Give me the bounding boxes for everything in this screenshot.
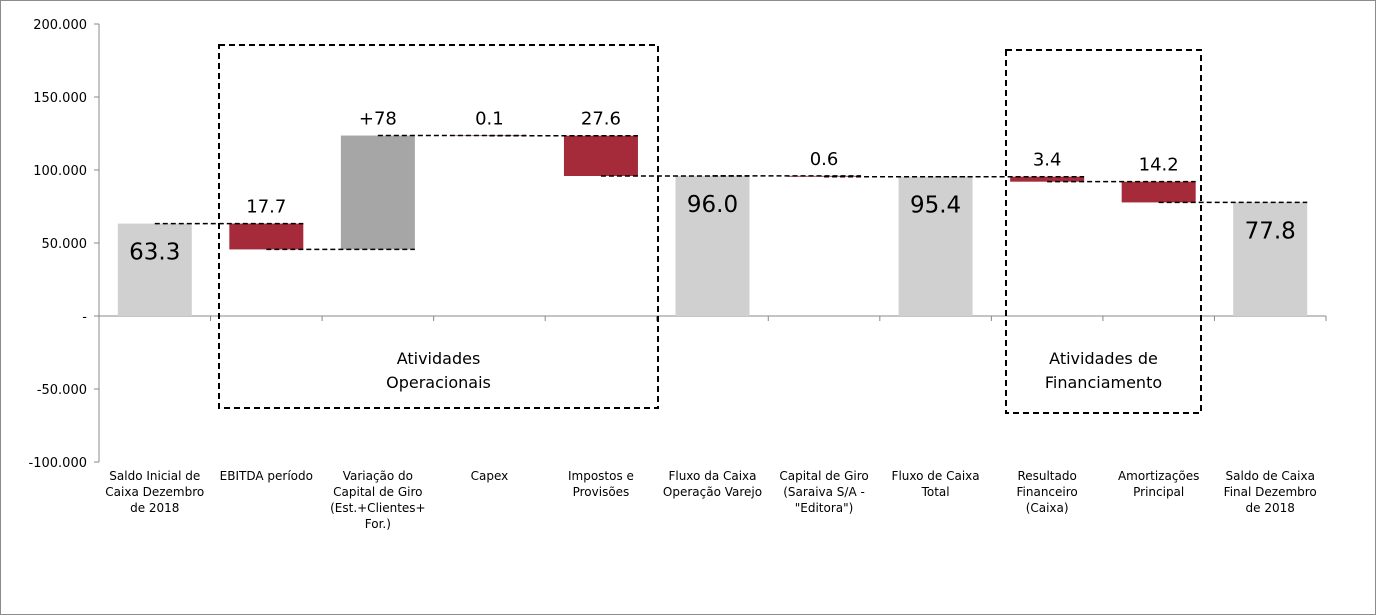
x-tick-label: Variação do Capital de Giro (Est.+Clientes… bbox=[330, 469, 426, 531]
bar bbox=[898, 176, 973, 316]
y-tick-label: 200.000 bbox=[33, 18, 87, 33]
bar bbox=[1121, 181, 1196, 203]
value-label: 77.8 bbox=[1245, 218, 1296, 244]
x-tick-label: Capex bbox=[471, 469, 509, 483]
x-tick-label: Fluxo de Caixa Total bbox=[892, 469, 980, 499]
value-label: 3.4 bbox=[1033, 150, 1062, 171]
annotation-text: Atividades de bbox=[1049, 349, 1158, 368]
y-tick-label: 100.000 bbox=[33, 164, 87, 179]
bar bbox=[1010, 176, 1085, 182]
bar bbox=[340, 135, 415, 250]
x-tick-label: Amortizações Principal bbox=[1118, 469, 1199, 499]
value-label: 0.6 bbox=[810, 149, 839, 170]
value-label: 14.2 bbox=[1139, 155, 1179, 176]
x-tick-label: Fluxo da Caixa Operação Varejo bbox=[663, 469, 762, 499]
x-tick-label: EBITDA período bbox=[220, 469, 313, 483]
value-label: 0.1 bbox=[475, 109, 504, 130]
annotation-text: Atividades bbox=[397, 349, 481, 368]
value-label: +78 bbox=[359, 109, 397, 130]
value-label: 17.7 bbox=[246, 197, 286, 218]
y-tick-label: -100.000 bbox=[29, 456, 87, 471]
x-tick-label: Saldo de Caixa Final Dezembro de 2018 bbox=[1224, 469, 1317, 515]
bar bbox=[1233, 202, 1308, 316]
value-label: 27.6 bbox=[581, 109, 621, 130]
x-tick-label: Impostos e Provisões bbox=[568, 469, 634, 499]
bar bbox=[675, 175, 750, 316]
y-tick-label: - bbox=[82, 310, 87, 325]
annotation-box bbox=[1005, 49, 1202, 414]
value-label: 63.3 bbox=[129, 240, 180, 266]
annotation-box bbox=[218, 44, 659, 409]
y-tick-label: -50.000 bbox=[37, 383, 87, 398]
bar bbox=[117, 223, 192, 316]
x-tick-label: Resultado Financeiro (Caixa) bbox=[1017, 469, 1078, 515]
value-label: 95.4 bbox=[910, 193, 961, 219]
x-tick-label: Capital de Giro (Saraiva S/A -"Editora") bbox=[779, 469, 868, 515]
annotation-text: Operacionais bbox=[386, 373, 491, 392]
x-tick-label: Saldo Inicial de Caixa Dezembro de 2018 bbox=[105, 469, 204, 515]
bar bbox=[563, 135, 638, 176]
annotation-text: Financiamento bbox=[1045, 373, 1162, 392]
value-label: 96.0 bbox=[687, 192, 738, 218]
bar bbox=[452, 135, 527, 137]
y-tick-label: 150.000 bbox=[33, 91, 87, 106]
y-tick-label: 50.000 bbox=[42, 237, 88, 252]
bar bbox=[229, 223, 304, 250]
